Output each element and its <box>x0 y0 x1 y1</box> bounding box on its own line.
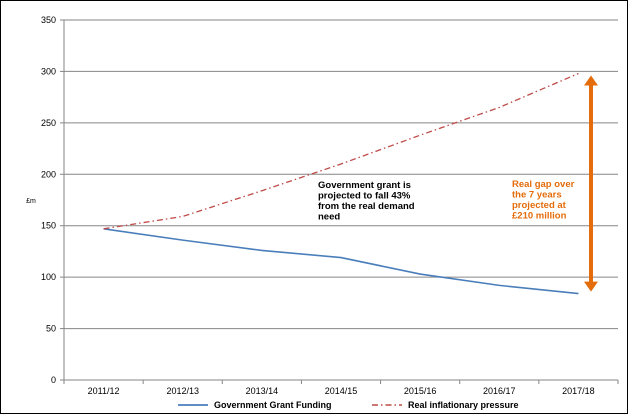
x-tick-label: 2016/17 <box>483 386 516 396</box>
annotation-grant-fall-line: Government grant is <box>318 180 411 191</box>
x-tick-label: 2012/13 <box>166 386 199 396</box>
annotation-gap-line: £210 million <box>512 211 567 222</box>
x-tick-label: 2011/12 <box>88 386 120 396</box>
gap-arrow-head-down <box>584 281 598 292</box>
y-tick-label: 100 <box>41 272 56 282</box>
x-tick-label: 2017/18 <box>562 386 595 396</box>
y-tick-label: 150 <box>41 221 56 231</box>
y-tick-label: 350 <box>41 15 56 25</box>
annotation-gap-line: Real gap over <box>512 179 575 190</box>
y-tick-label: 50 <box>46 324 56 334</box>
y-axis-label: £m <box>26 198 36 205</box>
x-tick-label: 2013/14 <box>246 386 279 396</box>
y-tick-label: 0 <box>51 375 56 385</box>
legend-label: Real inflationary pressure <box>408 400 519 410</box>
gap-arrow-head-up <box>584 75 598 86</box>
annotation-grant-fall-line: need <box>318 212 340 223</box>
x-tick-label: 2014/15 <box>325 386 358 396</box>
y-tick-label: 250 <box>41 118 56 128</box>
legend-label: Government Grant Funding <box>214 400 332 410</box>
annotation-grant-fall-line: projected to fall 43% <box>318 191 411 202</box>
y-tick-label: 200 <box>41 169 56 179</box>
series-line-inflationary-pressure <box>103 72 579 230</box>
x-tick-label: 2015/16 <box>404 386 437 396</box>
annotation-grant-fall-line: from the real demand <box>318 201 415 212</box>
series-line-government-grant <box>103 228 579 295</box>
annotation-gap-line: projected at <box>512 200 567 211</box>
annotation-gap-line: the 7 years <box>512 190 562 201</box>
y-tick-label: 300 <box>41 66 56 76</box>
